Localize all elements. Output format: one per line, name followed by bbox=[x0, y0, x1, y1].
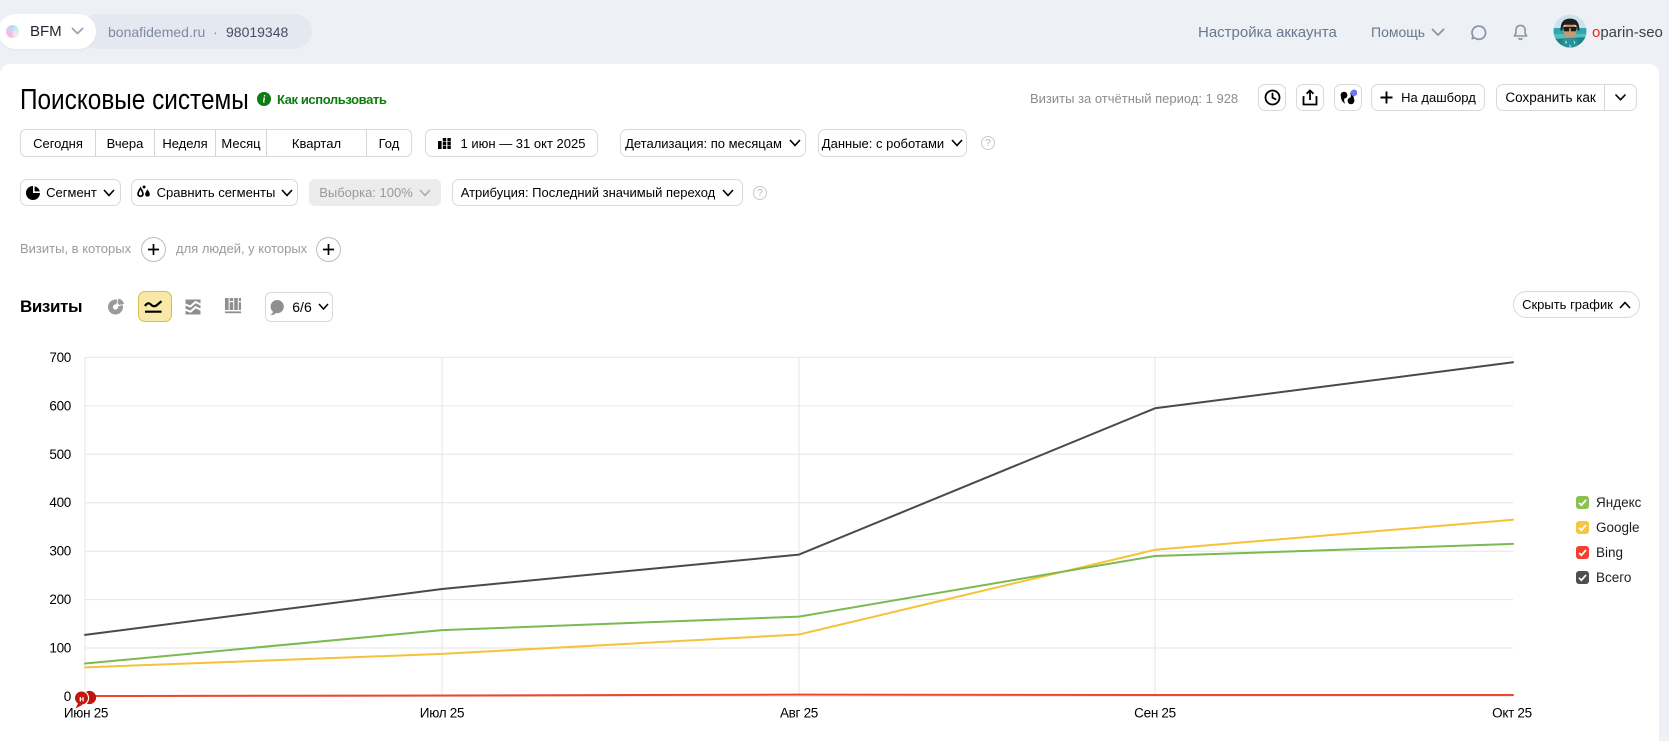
svg-text:200: 200 bbox=[49, 592, 71, 607]
svg-text:Июл 25: Июл 25 bbox=[420, 706, 464, 721]
svg-text:Окт 25: Окт 25 bbox=[1492, 706, 1532, 721]
svg-text:700: 700 bbox=[49, 350, 71, 365]
svg-text:600: 600 bbox=[49, 398, 71, 413]
svg-text:100: 100 bbox=[49, 641, 71, 656]
svg-text:500: 500 bbox=[49, 447, 71, 462]
svg-text:0: 0 bbox=[64, 689, 71, 704]
svg-text:300: 300 bbox=[49, 544, 71, 559]
svg-text:i: i bbox=[263, 95, 266, 106]
svg-text:Июн 25: Июн 25 bbox=[64, 706, 108, 721]
svg-text:Сен 25: Сен 25 bbox=[1134, 706, 1176, 721]
svg-text:н: н bbox=[79, 693, 84, 703]
svg-text:400: 400 bbox=[49, 495, 71, 510]
svg-text:Авг 25: Авг 25 bbox=[780, 706, 818, 721]
